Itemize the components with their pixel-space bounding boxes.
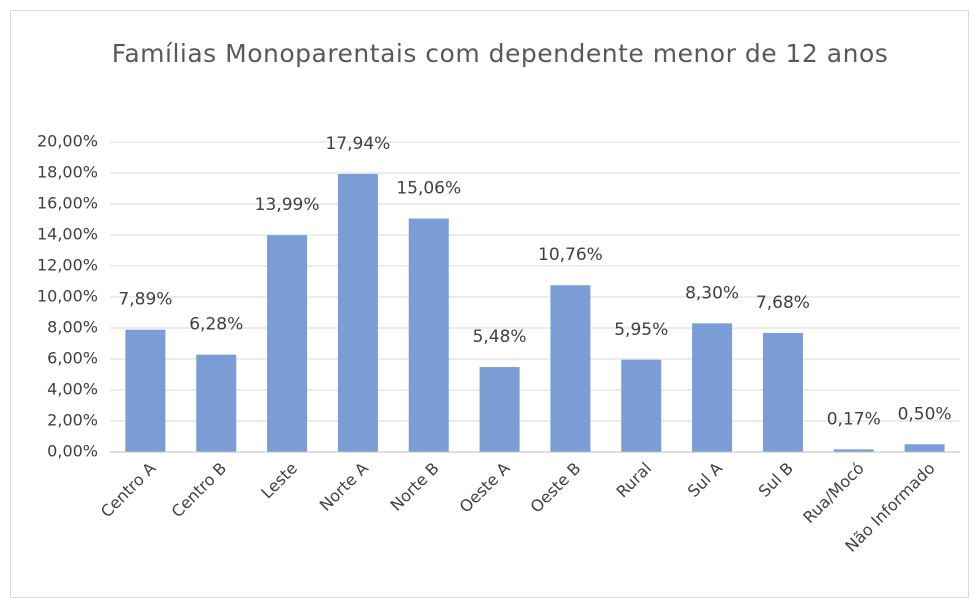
bar [125, 329, 166, 452]
bar [904, 444, 945, 452]
y-tick-label: 18,00% [37, 163, 98, 182]
data-label: 0,50% [898, 404, 952, 424]
bar [621, 359, 662, 452]
data-label: 17,94% [326, 134, 391, 154]
bar [267, 235, 308, 452]
bar [692, 323, 733, 452]
bar [196, 354, 237, 452]
y-tick-label: 10,00% [37, 287, 98, 306]
y-tick-label: 20,00% [37, 132, 98, 151]
y-tick-label: 0,00% [47, 442, 98, 461]
chart-border [10, 10, 969, 598]
y-tick-label: 4,00% [47, 380, 98, 399]
bar [550, 285, 591, 452]
data-label: 7,68% [756, 293, 810, 313]
data-label: 10,76% [538, 245, 603, 265]
y-tick-label: 6,00% [47, 349, 98, 368]
data-label: 8,30% [685, 283, 739, 303]
y-tick-label: 16,00% [37, 194, 98, 213]
data-label: 15,06% [396, 179, 461, 199]
data-label: 0,17% [827, 409, 881, 429]
y-tick-label: 2,00% [47, 411, 98, 430]
bar [762, 332, 803, 452]
data-label: 7,89% [118, 290, 172, 310]
data-label: 5,95% [614, 320, 668, 340]
chart-title: Famílias Monoparentais com dependente me… [111, 39, 889, 68]
bar [833, 449, 874, 452]
y-tick-label: 14,00% [37, 225, 98, 244]
data-label: 6,28% [189, 315, 243, 335]
bar [408, 218, 449, 452]
y-tick-label: 12,00% [37, 256, 98, 275]
y-tick-label: 8,00% [47, 318, 98, 337]
bar [337, 173, 378, 452]
data-label: 13,99% [255, 195, 320, 215]
data-label: 5,48% [473, 327, 527, 347]
bar [479, 367, 520, 452]
